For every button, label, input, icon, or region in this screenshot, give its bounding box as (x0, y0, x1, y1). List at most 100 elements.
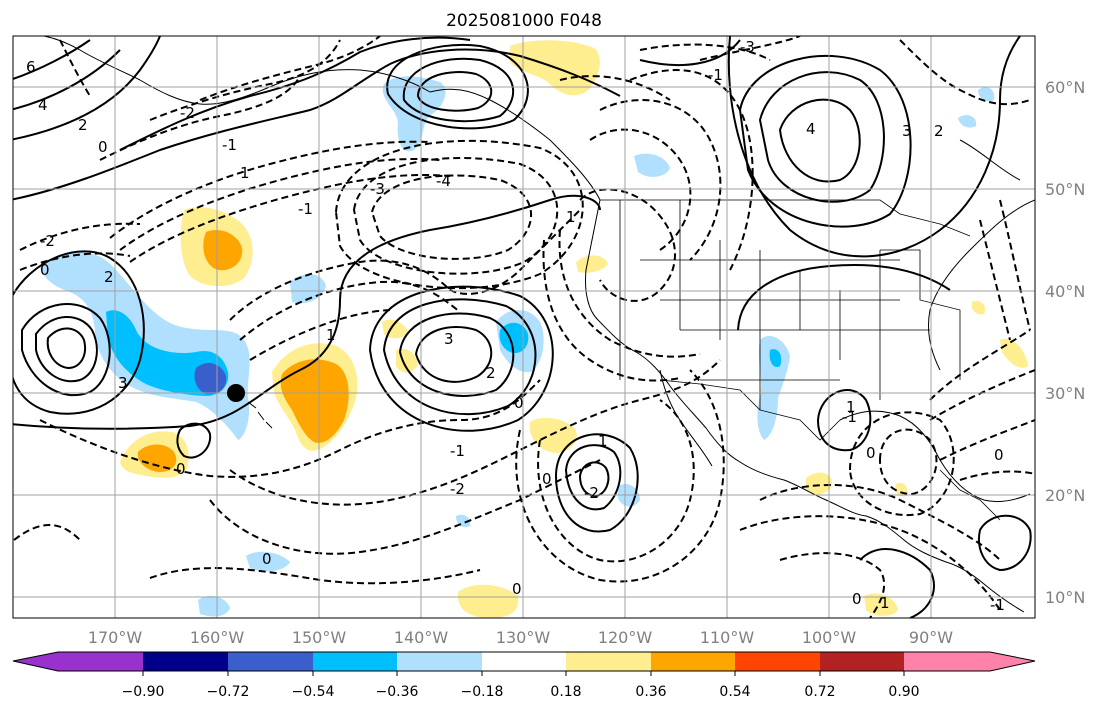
colorbar-tick-label: −0.18 (461, 684, 504, 700)
colorbar-tick-label: −0.54 (292, 684, 335, 700)
lon-label: 110°W (700, 628, 755, 647)
contour-line (899, 39, 1031, 106)
gulf-of-mexico-coast (839, 410, 1031, 503)
contour-line (19, 252, 131, 271)
colorbar-tick-labels: −0.90 −0.72 −0.54 −0.36 −0.18 0.18 0.36 … (122, 684, 920, 700)
contour-label: 3 (118, 374, 128, 392)
colorbar-segment (820, 652, 904, 671)
contour-line (149, 567, 481, 585)
contour-line (959, 470, 1035, 481)
negative-contours (13, 36, 1035, 618)
contour-line (999, 199, 1031, 331)
contour-line (739, 515, 1001, 611)
yellow-spot (576, 255, 608, 273)
contour-label: 6 (26, 58, 36, 76)
contour-line (878, 428, 938, 496)
contour-line (13, 39, 91, 81)
light-blue-region (382, 76, 446, 152)
contour-label: 1 (566, 208, 576, 226)
contour-label: 2 (104, 268, 114, 286)
contour-line (229, 209, 581, 321)
contour-line (39, 379, 541, 478)
contour-label: -4 (436, 172, 451, 190)
lon-label: 120°W (598, 628, 653, 647)
lon-label: 160°W (190, 628, 245, 647)
contour-line (727, 36, 1021, 258)
contour-label: -1 (842, 408, 857, 426)
contour-label: -3 (740, 38, 755, 56)
colorbar-segment (397, 652, 482, 671)
lat-label: 50°N (1045, 180, 1085, 199)
contour-labels: 6 4 2 0 -1 -2 -3 -4 1 3 -2 0 -1 2 3 -3 4… (26, 38, 1005, 614)
baja-california (659, 369, 713, 467)
orange-region (280, 359, 349, 443)
light-blue-spot (634, 153, 670, 177)
figure-title: 2025081000 F048 (446, 11, 602, 31)
contour-line (129, 173, 451, 263)
contour-label: 0 (542, 470, 552, 488)
colorbar-tick-label: 0.36 (635, 684, 666, 700)
lon-label: 90°W (909, 628, 953, 647)
east-coast-fragment (927, 199, 1035, 371)
contour-label: 2 (934, 122, 944, 140)
contour-line (558, 229, 701, 358)
us-mexico-border (659, 379, 841, 441)
contour-label: 0 (514, 394, 524, 412)
contour-label: -1 (708, 66, 723, 84)
contour-line (738, 55, 912, 228)
contour-label: 1 (598, 432, 608, 450)
colorbar-ticks (142, 671, 905, 676)
contour-line (19, 222, 141, 251)
colorbar-segment (651, 652, 735, 671)
yellow-spot (971, 300, 986, 315)
contour-line (13, 250, 145, 415)
contour-line (759, 484, 1001, 561)
contour-label: 2 (78, 116, 88, 134)
orange-core (137, 444, 177, 472)
contour-line (542, 239, 681, 382)
contour-line (978, 514, 1032, 572)
colorbar-outline (12, 651, 1036, 672)
colorbar-segment (58, 652, 143, 671)
contour-line (239, 280, 461, 341)
contour-label: -2 (584, 484, 599, 502)
contour-line (382, 298, 537, 416)
contour-line (929, 329, 1031, 401)
colorbar: −0.90 −0.72 −0.54 −0.36 −0.18 0.18 0.36 … (12, 651, 1036, 700)
contour-line (59, 39, 91, 97)
contour-label: 4 (806, 120, 816, 138)
map-panel: 6 4 2 0 -1 -2 -3 -4 1 3 -2 0 -1 2 3 -3 4… (12, 35, 1085, 647)
contour-line (370, 174, 533, 260)
contour-line (21, 303, 111, 397)
lat-label: 40°N (1045, 282, 1085, 301)
contour-line (149, 39, 341, 121)
contour-line (35, 316, 98, 383)
contour-line (386, 44, 529, 130)
yellow-spot (864, 593, 898, 616)
contour-label: 2 (486, 364, 496, 382)
colorbar-tick-label: −0.36 (376, 684, 419, 700)
lat-label: 20°N (1045, 486, 1085, 505)
graticule (13, 36, 1035, 618)
contour-label: 1 (240, 164, 250, 182)
storm-center-marker (227, 384, 245, 402)
contour-label: 0 (512, 580, 522, 598)
contour-line (779, 552, 886, 618)
contour-line (559, 75, 671, 101)
lon-label: 150°W (292, 628, 347, 647)
light-blue-spot (246, 551, 290, 572)
contour-line (414, 326, 493, 383)
contour-label: -1 (298, 200, 313, 218)
contour-label: -2 (40, 232, 55, 250)
colorbar-segment (143, 652, 228, 671)
north-america-west-coast (585, 199, 1025, 613)
contour-line (929, 369, 1035, 421)
colorbar-tick-label: −0.72 (207, 684, 250, 700)
colorbar-tick-label: −0.90 (122, 684, 165, 700)
colorbar-segment (735, 652, 820, 671)
colorbar-tick-label: 0.90 (888, 684, 919, 700)
contour-line (589, 128, 692, 251)
contour-label: 0 (262, 550, 272, 568)
royal-blue-core (194, 362, 227, 395)
